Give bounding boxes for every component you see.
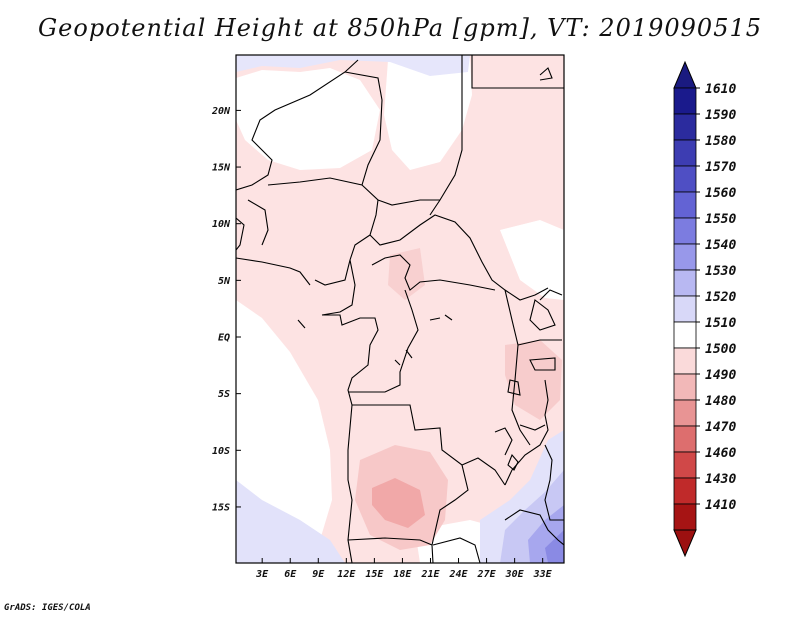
x-tick-label: 18E [393, 569, 412, 580]
x-tick-label: 27E [477, 569, 497, 580]
y-tick-label: 15S [212, 502, 230, 513]
field-1510-north [236, 68, 380, 170]
x-tick-label: 6E [284, 569, 297, 580]
colorbar-label: 1580 [705, 134, 736, 149]
y-tick-label: 5S [218, 389, 230, 400]
colorbar-label: 1510 [705, 316, 736, 331]
colorbar-swatch [673, 373, 697, 401]
colorbar-label: 1460 [705, 446, 736, 461]
colorbar-swatch [673, 113, 697, 141]
colorbar-label: 1610 [705, 82, 736, 97]
y-tick-label: 10N [212, 219, 231, 230]
x-tick-label: 21E [420, 569, 440, 580]
y-tick-label: 15N [212, 163, 231, 174]
colorbar-swatch [673, 451, 697, 479]
colorbar-label: 1570 [705, 160, 736, 175]
colorbar-swatch [673, 243, 697, 271]
colorbar-swatch [673, 139, 697, 167]
colorbar-swatch [673, 191, 697, 219]
map-frame [235, 54, 565, 564]
colorbar-swatch [673, 347, 697, 375]
colorbar-swatch [673, 165, 697, 193]
colorbar-label: 1540 [705, 238, 736, 253]
colorbar-label: 1550 [705, 212, 736, 227]
colorbar-label: 1530 [705, 264, 736, 279]
colorbar-swatch [673, 425, 697, 453]
x-tick-label: 24E [448, 569, 468, 580]
colorbar-label: 1560 [705, 186, 736, 201]
x-tick-label: 30E [505, 569, 525, 580]
y-tick-label: 20N [211, 106, 231, 117]
colorbar-label: 1500 [705, 342, 736, 357]
field-1510-east [500, 220, 564, 300]
y-tick-label: 5N [218, 276, 231, 287]
x-tick-label: 15E [365, 569, 384, 580]
axis-ticks: 3E 6E 9E 12E 15E 18E 21E 24E 27E 30E 33E 20N 15N 10N 5… [211, 106, 553, 580]
colorbar-label: 1520 [705, 290, 736, 305]
colorbar-swatch [673, 295, 697, 323]
field-1510-ocean [236, 300, 332, 563]
colorbar-swatch [673, 217, 697, 245]
colorbar-swatch [673, 477, 697, 505]
colorbar-label: 1430 [705, 472, 736, 487]
colorbar-swatch [673, 399, 697, 427]
field-1520-north [236, 55, 470, 76]
colorbar-swatch [673, 321, 697, 349]
colorbar-label: 1490 [705, 368, 736, 383]
colorbar-swatch [673, 269, 697, 297]
x-tick-label: 33E [533, 569, 553, 580]
colorbar-label: 1470 [705, 420, 736, 435]
y-tick-label: 10S [212, 446, 230, 457]
field-1520-southwest [236, 480, 345, 563]
colorbar-swatch [673, 87, 697, 115]
y-tick-label: EQ [218, 333, 230, 344]
x-tick-label: 12E [337, 569, 356, 580]
field-1480-core [372, 478, 425, 528]
chart-title: Geopotential Height at 850hPa [gpm], VT:… [38, 14, 762, 42]
field-1550-southeast [545, 530, 564, 563]
x-tick-label: 9E [312, 569, 325, 580]
colorbar: 1610 1590 1580 1570 1560 1550 1540 1530 1520 1510… [673, 60, 736, 558]
colorbar-top-arrow [673, 60, 697, 89]
grads-credit: GrADS: IGES/COLA [4, 603, 91, 613]
colorbar-bottom-arrow [673, 529, 697, 558]
x-tick-label: 3E [255, 569, 269, 580]
colorbar-label: 1590 [705, 108, 736, 123]
field-1510-sahel [384, 58, 472, 170]
country-borders [236, 55, 564, 563]
colorbar-label: 1480 [705, 394, 736, 409]
colorbar-swatch [673, 503, 697, 531]
colorbar-label: 1410 [705, 498, 736, 513]
height-field [236, 55, 564, 563]
